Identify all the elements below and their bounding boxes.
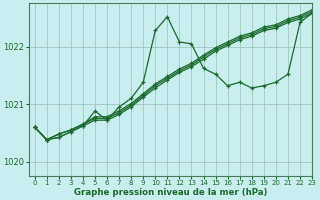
- X-axis label: Graphe pression niveau de la mer (hPa): Graphe pression niveau de la mer (hPa): [74, 188, 267, 197]
